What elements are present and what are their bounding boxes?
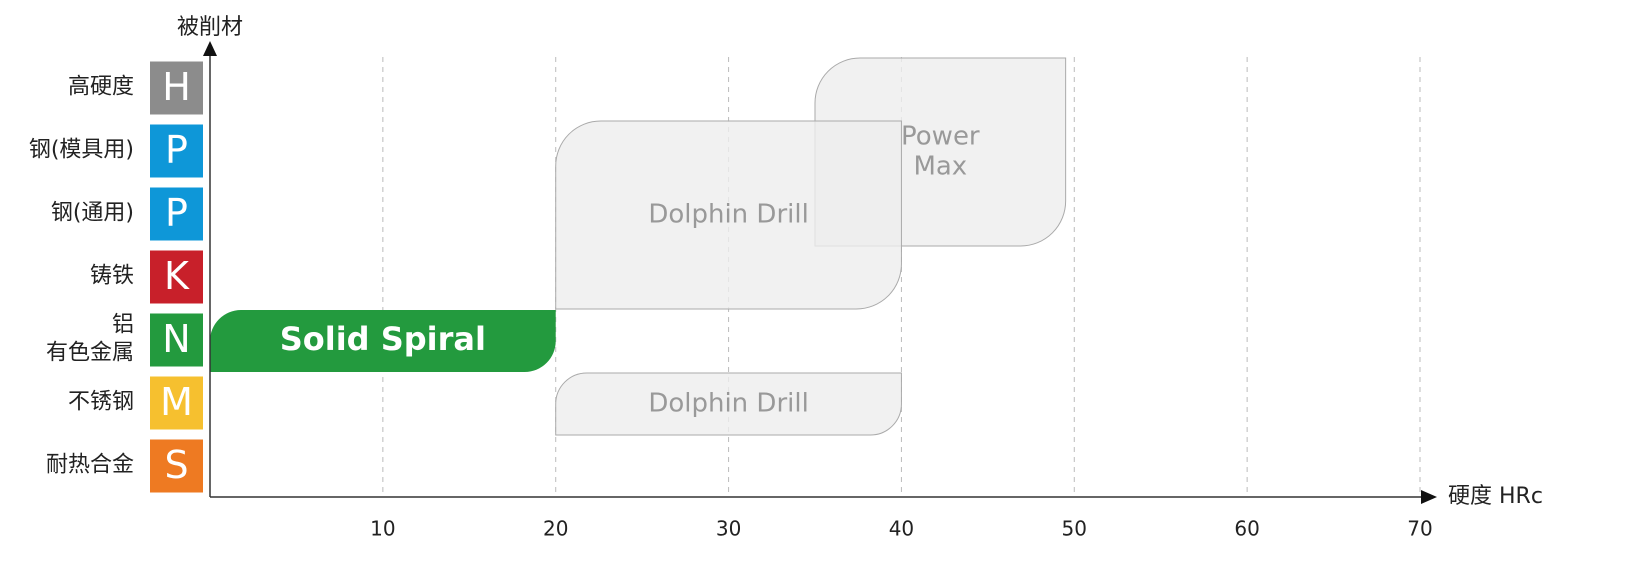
category-badge <box>150 313 203 367</box>
category-label: 不锈钢 <box>68 390 134 415</box>
x-tick-label: 40 <box>889 517 914 541</box>
category-label: 铝 <box>112 313 134 338</box>
category-badge <box>150 187 203 241</box>
x-tick-label: 50 <box>1062 517 1087 541</box>
x-tick-label: 60 <box>1234 517 1259 541</box>
category-code: K <box>164 254 190 298</box>
category-badge <box>150 439 203 493</box>
x-tick-label: 30 <box>716 517 741 541</box>
category-badge <box>150 61 203 115</box>
category-label: 钢(通用) <box>51 201 134 226</box>
y-axis-arrow <box>203 41 217 56</box>
x-axis-arrow <box>1421 490 1437 504</box>
category-badge <box>150 124 203 178</box>
category-code: M <box>160 380 193 424</box>
y-axis-title: 被削材 <box>177 15 243 40</box>
category-label: 钢(模具用) <box>29 138 134 163</box>
x-tick-label: 70 <box>1407 517 1432 541</box>
x-tick-label: 20 <box>543 517 568 541</box>
category-label: 耐热合金 <box>46 453 134 478</box>
category-label: 铸铁 <box>90 264 134 289</box>
bar-label: Dolphin Drill <box>648 389 808 419</box>
range-bar <box>210 310 556 372</box>
range-bar <box>555 372 902 436</box>
category-code: P <box>165 128 188 172</box>
bar-label: Power <box>901 122 980 152</box>
bar-label: Max <box>913 152 967 182</box>
category-code: N <box>162 317 190 361</box>
category-badge <box>150 376 203 430</box>
category-code: S <box>164 443 188 487</box>
x-tick-label: 10 <box>370 517 395 541</box>
x-axis-title: 硬度 HRc <box>1448 484 1543 509</box>
category-code: P <box>165 191 188 235</box>
category-code: H <box>162 65 191 109</box>
bar-label: Solid Spiral <box>280 320 486 358</box>
category-label: 高硬度 <box>68 75 134 100</box>
range-bar <box>555 120 902 310</box>
category-badge <box>150 250 203 304</box>
bar-label: Dolphin Drill <box>648 200 808 230</box>
category-label: 有色金属 <box>46 341 134 366</box>
